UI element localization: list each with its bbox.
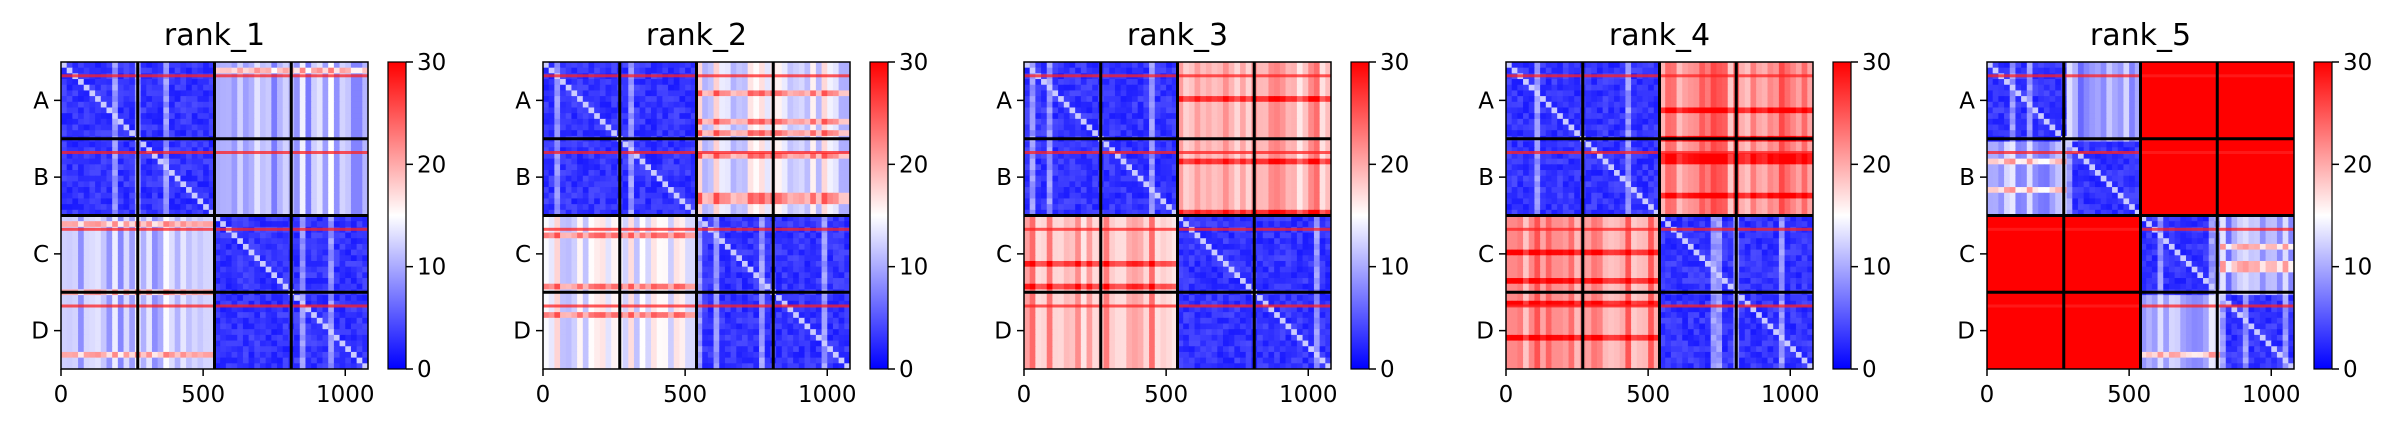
x-tick-label: 0 [1499,382,1514,408]
colorbar-tick-label: 30 [2343,50,2372,76]
colorbar [1832,61,1852,370]
y-tick-label: D [1957,319,1975,345]
x-tick-label: 500 [663,382,707,408]
y-tick-label: C [515,242,531,268]
axes-frame [1986,61,2295,370]
panel-title: rank_2 [646,18,747,53]
x-tick-label: 1000 [1279,382,1338,408]
x-tick-label: 1000 [2242,382,2301,408]
y-tick-label: A [1959,88,1975,114]
y-tick-label: A [996,88,1012,114]
colorbar-tick-label: 0 [417,357,432,383]
colorbar [2313,61,2333,370]
colorbar-tick-label: 20 [1380,152,1409,178]
x-tick-label: 1000 [316,382,375,408]
y-tick-label: D [513,319,531,345]
x-tick-label: 500 [2107,382,2151,408]
x-tick-label: 0 [54,382,69,408]
x-tick-label: 0 [1017,382,1032,408]
panel-rank_1: rank_1 A B C D 0 500 1000 0 10 20 30 [31,18,446,408]
y-tick-label: B [515,165,531,191]
y-tick-label: C [1959,242,1975,268]
colorbar-tick-label: 10 [2343,255,2372,281]
colorbar-tick-label: 30 [417,50,446,76]
colorbar-tick-label: 10 [417,255,446,281]
y-tick-label: B [33,165,49,191]
colorbar-tick-label: 10 [899,255,928,281]
x-tick-label: 500 [181,382,225,408]
y-tick-label: C [996,242,1012,268]
colorbar-tick-label: 20 [2343,152,2372,178]
panel-title: rank_5 [2090,18,2191,53]
colorbar-tick-label: 0 [899,357,914,383]
panel-title: rank_3 [1127,18,1228,53]
y-tick-label: A [515,88,531,114]
y-tick-label: A [33,88,49,114]
axes-frame [1505,61,1814,370]
colorbar-tick-label: 0 [1380,357,1395,383]
x-tick-label: 1000 [1761,382,1820,408]
x-tick-label: 500 [1144,382,1188,408]
heatmap-cells [1506,62,1813,369]
y-tick-label: C [33,242,49,268]
panel-title: rank_4 [1609,18,1710,53]
colorbar [1350,61,1370,370]
y-tick-label: A [1478,88,1494,114]
colorbar-tick-label: 20 [417,152,446,178]
y-tick-label: C [1478,242,1494,268]
colorbar-tick-label: 10 [1862,255,1891,281]
y-tick-label: D [994,319,1012,345]
colorbar-tick-label: 30 [1380,50,1409,76]
colorbar-tick-label: 10 [1380,255,1409,281]
y-tick-label: D [31,319,49,345]
x-tick-label: 500 [1626,382,1670,408]
y-tick-label: D [1476,319,1494,345]
panel-title: rank_1 [164,18,265,53]
y-tick-label: B [996,165,1012,191]
panel-rank_2: rank_2 A B C D 0 500 1000 0 10 20 30 [513,18,928,408]
y-tick-label: B [1959,165,1975,191]
axes-frame [1023,61,1332,370]
axes-frame [542,61,851,370]
x-tick-label: 1000 [798,382,857,408]
axes-frame [60,61,369,370]
colorbar [387,61,407,370]
colorbar-tick-label: 20 [1862,152,1891,178]
y-tick-label: B [1478,165,1494,191]
colorbar-tick-label: 30 [1862,50,1891,76]
colorbar-tick-label: 30 [899,50,928,76]
colorbar-tick-label: 0 [1862,357,1877,383]
x-tick-label: 0 [536,382,551,408]
panel-rank_3: rank_3 A B C D 0 500 1000 0 10 20 30 [994,18,1409,408]
colorbar-tick-label: 0 [2343,357,2358,383]
x-tick-label: 0 [1980,382,1995,408]
panel-rank_4: rank_4 A B C D 0 500 1000 0 10 20 30 [1476,18,1891,408]
panel-rank_5: rank_5 A B C D 0 500 1000 0 10 20 30 [1957,18,2372,408]
colorbar [869,61,889,370]
colorbar-tick-label: 20 [899,152,928,178]
